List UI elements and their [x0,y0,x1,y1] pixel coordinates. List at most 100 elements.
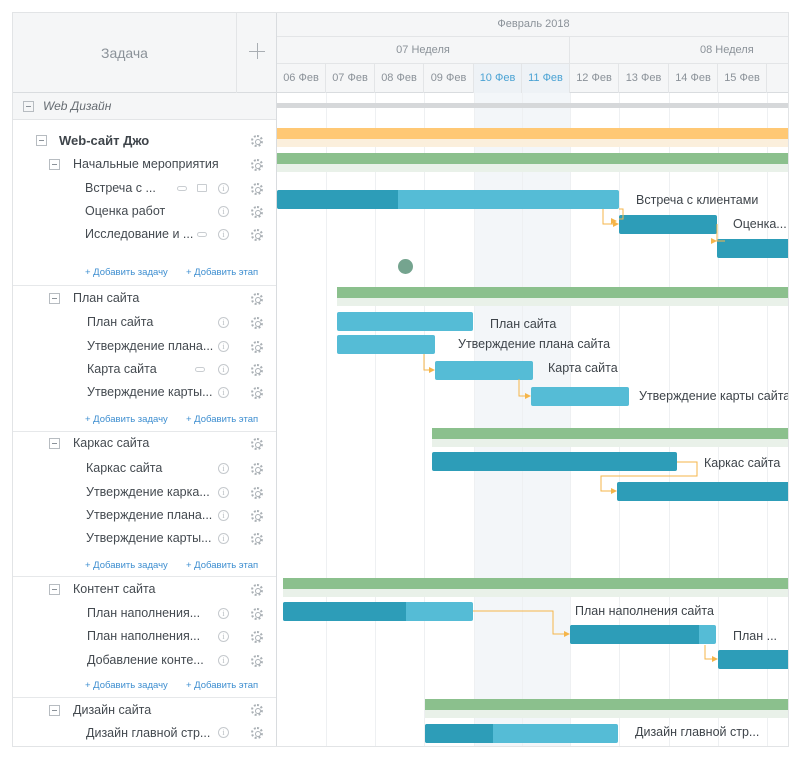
task-bar[interactable] [337,335,435,354]
task-label: Утверждение карка... [86,485,210,499]
collapse-icon[interactable] [49,438,60,449]
project-summary-bar[interactable] [277,103,788,108]
task-row[interactable]: Каркас сайта i [13,457,276,481]
group-summary-bar[interactable] [283,578,788,589]
task-bar[interactable] [337,312,473,331]
task-row[interactable]: Утверждение карка... i [13,481,276,504]
gear-icon[interactable] [251,510,263,522]
gear-icon[interactable] [251,159,263,171]
gear-icon[interactable] [251,135,263,147]
attachment-icon[interactable] [197,232,207,237]
info-icon[interactable]: i [218,510,229,521]
info-icon[interactable]: i [218,387,229,398]
gear-icon[interactable] [251,317,263,329]
gear-icon[interactable] [251,584,263,596]
comment-icon[interactable] [197,184,207,192]
task-bar[interactable] [717,239,788,258]
gear-icon[interactable] [251,364,263,376]
group-summary-bar[interactable] [277,153,788,164]
collapse-icon[interactable] [49,293,60,304]
gear-icon[interactable] [251,463,263,475]
task-bar[interactable] [718,650,788,669]
task-row[interactable]: План наполнения... i [13,625,276,649]
info-icon[interactable]: i [218,206,229,217]
gear-icon[interactable] [251,183,263,195]
task-row[interactable]: План сайта i [13,311,276,335]
gear-icon[interactable] [251,487,263,499]
group-row[interactable]: План сайта [13,287,276,311]
add-task-link[interactable]: + Добавить задачу [85,267,168,278]
site-row[interactable]: Web-сайт Джо [13,129,276,153]
attachment-icon[interactable] [177,186,187,191]
collapse-icon[interactable] [49,705,60,716]
collapse-icon[interactable] [23,101,34,112]
gear-icon[interactable] [251,206,263,218]
task-bar[interactable] [619,215,717,234]
info-icon[interactable]: i [218,533,229,544]
milestone-dot[interactable] [398,259,413,274]
task-bar[interactable] [531,387,629,406]
task-row[interactable]: Утверждение плана... i [13,504,276,527]
group-row[interactable]: Дизайн сайта [13,698,276,722]
task-row[interactable]: Карта сайта i [13,358,276,381]
task-row[interactable]: Дизайн главной стр... i [13,721,276,745]
gear-icon[interactable] [251,387,263,399]
task-row[interactable]: Встреча с ... i [13,177,276,200]
task-row[interactable]: План наполнения... i [13,601,276,625]
task-bar[interactable] [617,482,788,501]
add-stage-link[interactable]: + Добавить этап [186,267,259,278]
info-icon[interactable]: i [218,341,229,352]
info-icon[interactable]: i [218,183,229,194]
task-row[interactable]: Оценка работ i [13,200,276,223]
collapse-icon[interactable] [36,135,47,146]
group-row[interactable]: Контент сайта [13,577,276,601]
dependency-link [423,354,433,371]
group-summary-bar[interactable] [337,287,788,298]
gear-icon[interactable] [251,655,263,667]
group-summary-bar[interactable] [425,699,788,710]
add-task-link[interactable]: + Добавить задачу [85,680,168,691]
task-row[interactable]: Добавление конте... i [13,649,276,673]
gear-icon[interactable] [251,608,263,620]
collapse-icon[interactable] [49,159,60,170]
task-bar-label: Утверждение карты сайта [639,389,789,403]
gear-icon[interactable] [251,704,263,716]
add-stage-link[interactable]: + Добавить этап [186,414,259,425]
add-task-link[interactable]: + Добавить задачу [85,414,168,425]
gear-icon[interactable] [251,727,263,739]
timeline-body: Встреча с клиентами Оценка... План сайта… [277,93,789,746]
group-row[interactable]: Начальные мероприятия [13,153,276,177]
info-icon[interactable]: i [218,229,229,240]
gear-icon[interactable] [251,631,263,643]
add-stage-link[interactable]: + Добавить этап [186,680,259,691]
gear-icon[interactable] [251,341,263,353]
gear-icon[interactable] [251,533,263,545]
add-task-link[interactable]: + Добавить задачу [85,560,168,571]
info-icon[interactable]: i [218,463,229,474]
task-bar[interactable] [432,452,677,471]
task-row[interactable]: Исследование и ... i [13,223,276,247]
group-summary-bar[interactable] [432,428,788,439]
add-stage-link[interactable]: + Добавить этап [186,560,259,571]
gear-icon[interactable] [251,229,263,241]
info-icon[interactable]: i [218,655,229,666]
info-icon[interactable]: i [218,608,229,619]
gear-icon[interactable] [251,293,263,305]
task-row[interactable]: Утверждение карты... i [13,381,276,405]
task-column-header[interactable]: Задача [13,13,237,93]
attachment-icon[interactable] [195,367,205,372]
site-summary-bar[interactable] [277,128,788,139]
collapse-icon[interactable] [49,584,60,595]
info-icon[interactable]: i [218,317,229,328]
task-bar[interactable] [435,361,533,380]
group-row[interactable]: Каркас сайта [13,431,276,455]
info-icon[interactable]: i [218,631,229,642]
add-column-icon[interactable] [237,13,277,93]
info-icon[interactable]: i [218,364,229,375]
project-row[interactable]: Web Дизайн [13,93,276,120]
task-row[interactable]: Утверждение плана... i [13,335,276,358]
info-icon[interactable]: i [218,487,229,498]
gear-icon[interactable] [251,438,263,450]
info-icon[interactable]: i [218,727,229,738]
task-row[interactable]: Утверждение карты... i [13,527,276,551]
